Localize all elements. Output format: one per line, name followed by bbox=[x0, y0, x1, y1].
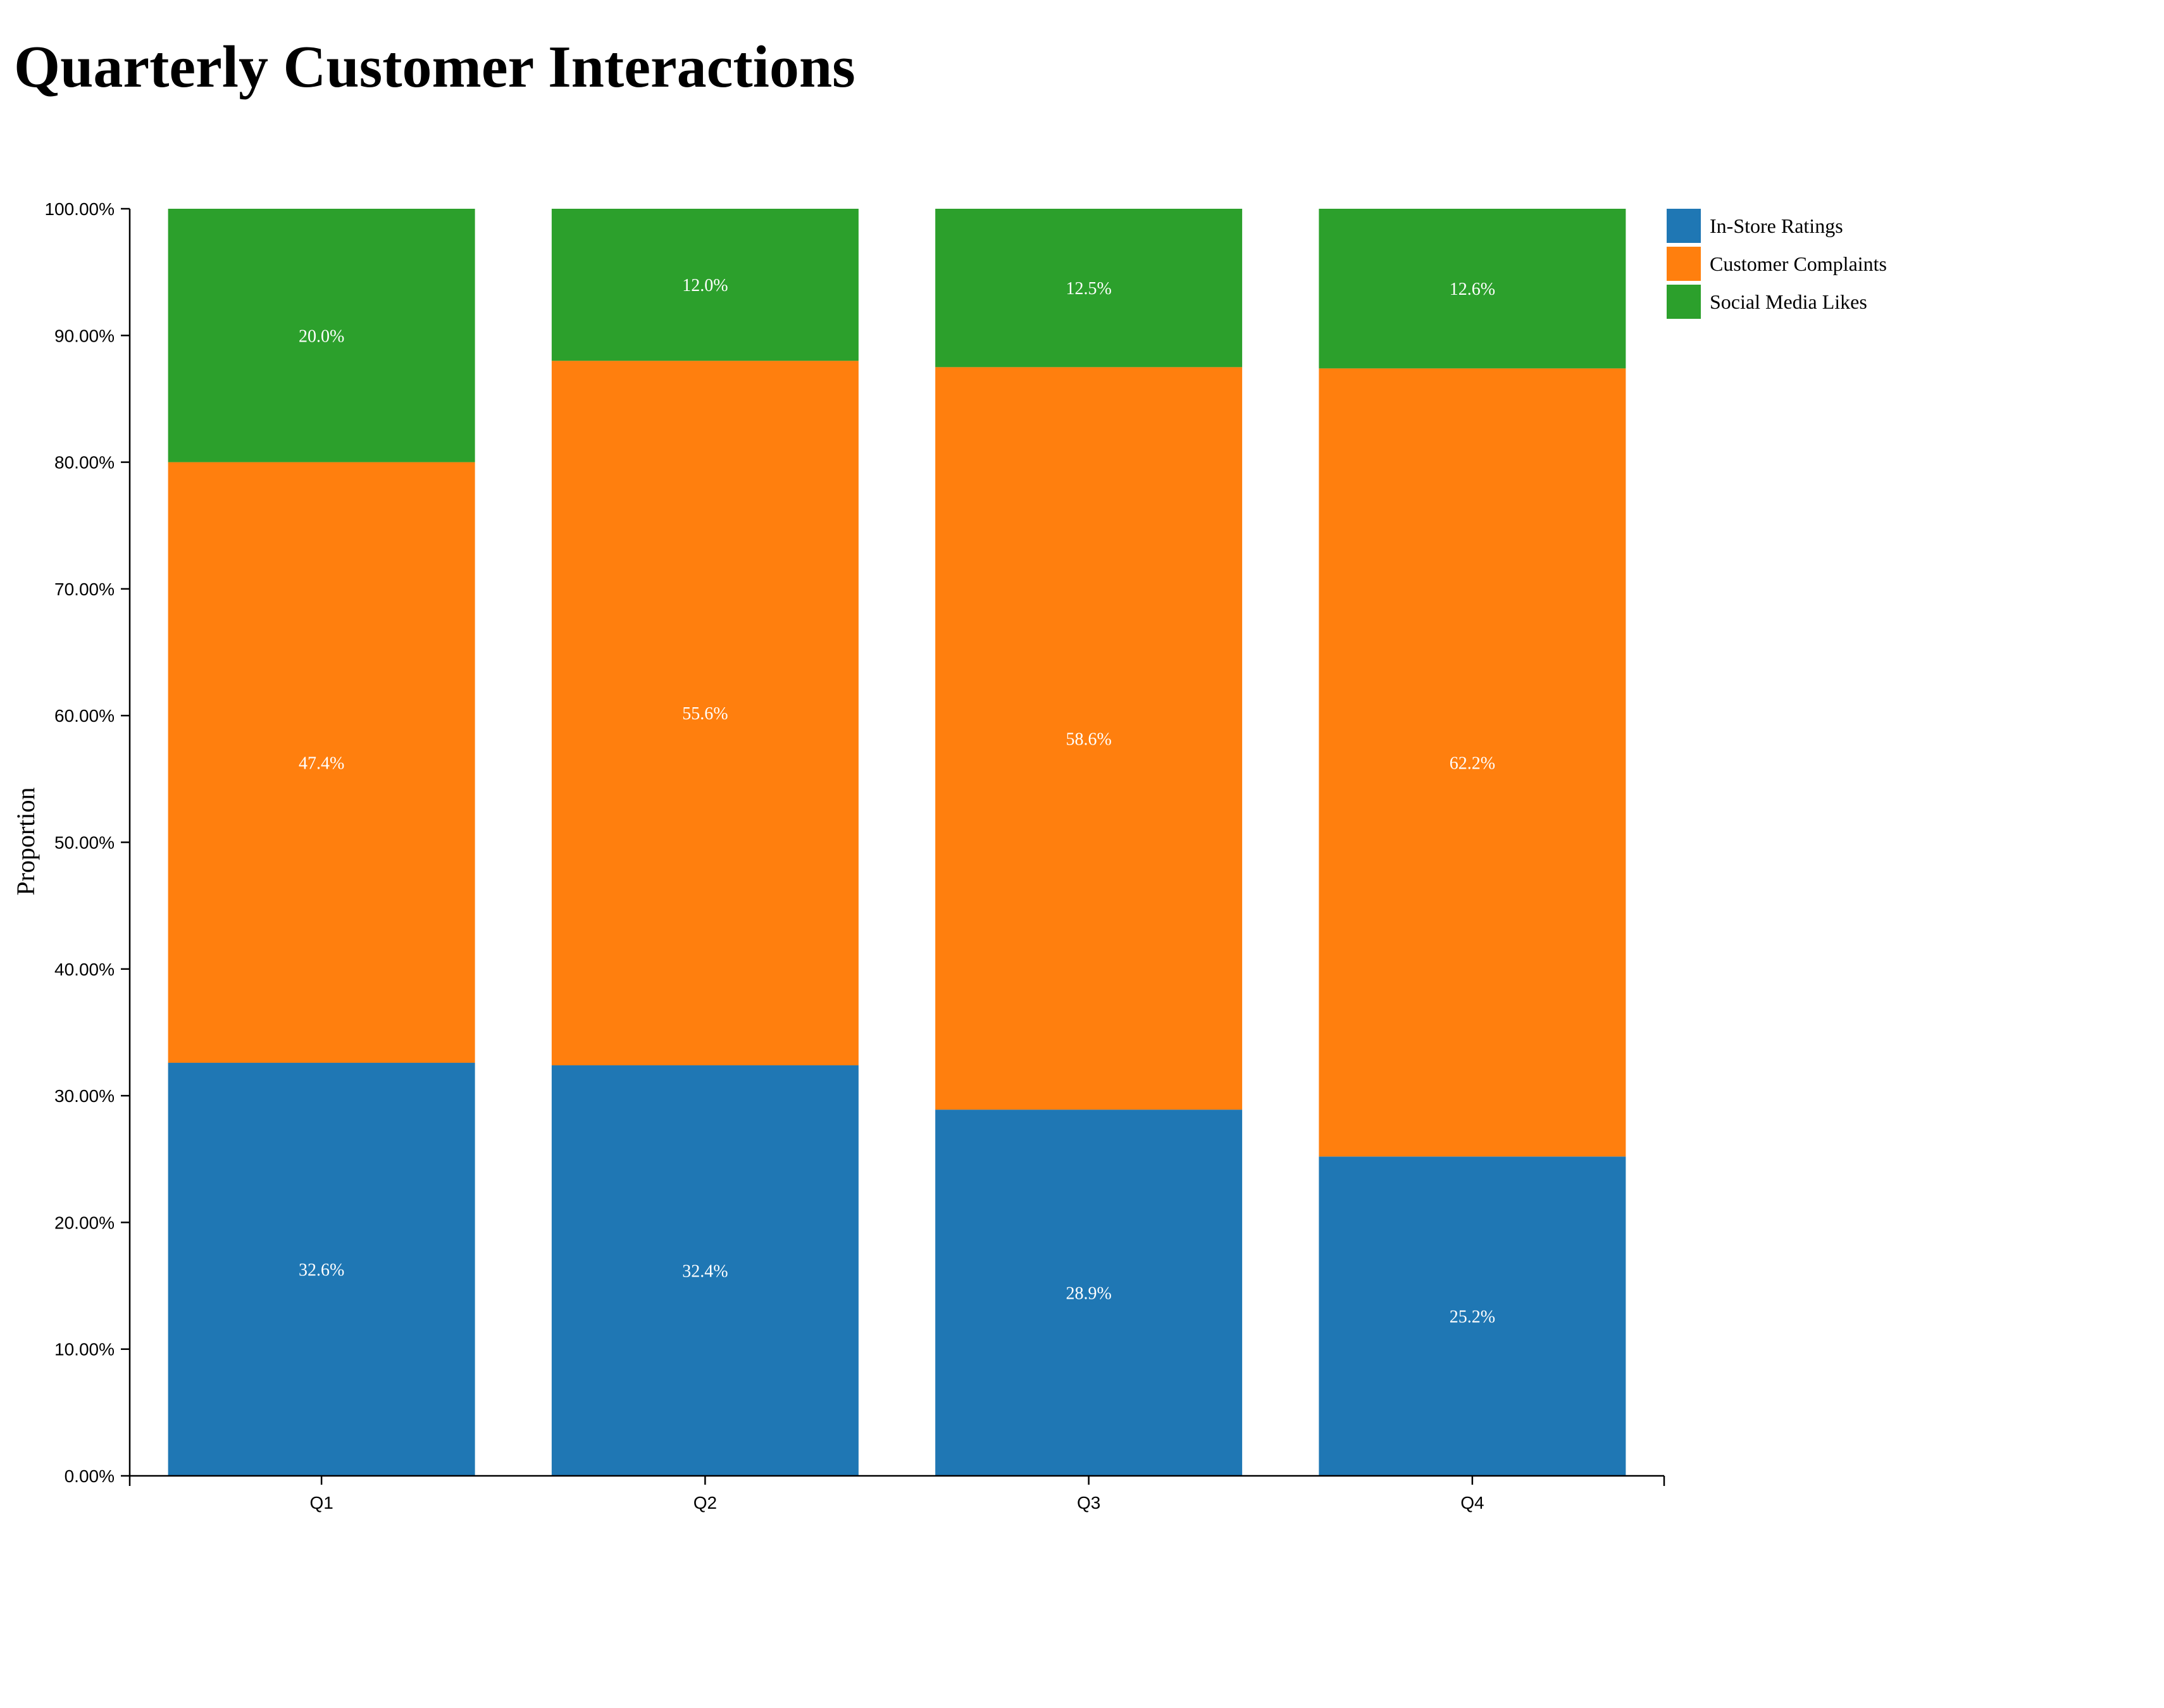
bar-q1-social-media-likes bbox=[168, 209, 475, 462]
y-tick-label: 30.00% bbox=[54, 1086, 115, 1106]
bars-group bbox=[168, 209, 1626, 1476]
bar-q1-in-store-ratings bbox=[168, 1063, 475, 1476]
x-tick-label-q3: Q3 bbox=[1077, 1493, 1100, 1513]
x-tick-label-q2: Q2 bbox=[693, 1493, 717, 1513]
segment-label-q3-in-store-ratings: 28.9% bbox=[1066, 1284, 1111, 1304]
segment-label-q2-social-media-likes: 12.0% bbox=[682, 276, 728, 295]
y-tick-label: 60.00% bbox=[54, 706, 115, 726]
y-tick-label: 20.00% bbox=[54, 1213, 115, 1232]
chart-title: Quarterly Customer Interactions bbox=[14, 34, 855, 100]
bar-q4-social-media-likes bbox=[1319, 209, 1626, 369]
segment-label-q2-customer-complaints: 55.6% bbox=[682, 704, 728, 724]
legend: In-Store Ratings Customer Complaints Socia… bbox=[1667, 209, 1887, 319]
y-axis-title: Proportion bbox=[11, 787, 40, 895]
bar-q3-social-media-likes bbox=[935, 209, 1243, 368]
segment-labels-group: 32.6% 47.4% 20.0% 32.4% 55.6% 12.0% 28.9% 58.6%… bbox=[299, 276, 1495, 1327]
segment-label-q1-in-store-ratings: 32.6% bbox=[299, 1261, 344, 1280]
segment-label-q1-customer-complaints: 47.4% bbox=[299, 753, 344, 773]
segment-label-q3-social-media-likes: 12.5% bbox=[1066, 279, 1111, 299]
bar-q2-customer-complaints bbox=[551, 361, 859, 1066]
x-axis: Q1 Q2 Q3 Q4 bbox=[128, 1475, 1665, 1513]
legend-label-social-media-likes: Social Media Likes bbox=[1710, 290, 1867, 313]
segment-label-q4-customer-complaints: 62.2% bbox=[1450, 753, 1495, 773]
segment-label-q3-customer-complaints: 58.6% bbox=[1066, 729, 1111, 749]
y-tick-label: 90.00% bbox=[54, 326, 115, 345]
y-axis: 0.00% 10.00% 20.00% 30.00% 40.00% 50.00% 60.00… bbox=[44, 199, 131, 1486]
legend-swatch-customer-complaints bbox=[1667, 247, 1701, 281]
legend-label-in-store-ratings: In-Store Ratings bbox=[1710, 214, 1843, 237]
bar-q1-customer-complaints bbox=[168, 462, 475, 1063]
y-tick-label: 100.00% bbox=[44, 199, 115, 219]
bar-q2-in-store-ratings bbox=[551, 1065, 859, 1476]
y-tick-label: 10.00% bbox=[54, 1340, 115, 1359]
bar-q4-customer-complaints bbox=[1319, 368, 1626, 1157]
y-tick-label: 80.00% bbox=[54, 453, 115, 473]
y-tick-label: 70.00% bbox=[54, 579, 115, 599]
y-tick-label: 50.00% bbox=[54, 833, 115, 853]
x-tick-label-q1: Q1 bbox=[309, 1493, 333, 1513]
bar-q3-in-store-ratings bbox=[935, 1110, 1243, 1476]
y-tick-label: 0.00% bbox=[65, 1466, 115, 1486]
segment-label-q1-social-media-likes: 20.0% bbox=[299, 326, 344, 346]
x-tick-label-q4: Q4 bbox=[1460, 1493, 1484, 1513]
bar-q4-in-store-ratings bbox=[1319, 1156, 1626, 1476]
legend-swatch-in-store-ratings bbox=[1667, 209, 1701, 243]
bar-q2-social-media-likes bbox=[551, 209, 859, 361]
legend-label-customer-complaints: Customer Complaints bbox=[1710, 252, 1887, 275]
segment-label-q2-in-store-ratings: 32.4% bbox=[682, 1262, 728, 1282]
segment-label-q4-social-media-likes: 12.6% bbox=[1450, 280, 1495, 299]
y-tick-label: 40.00% bbox=[54, 960, 115, 979]
legend-swatch-social-media-likes bbox=[1667, 285, 1701, 319]
bar-q3-customer-complaints bbox=[935, 367, 1243, 1110]
segment-label-q4-in-store-ratings: 25.2% bbox=[1450, 1308, 1495, 1327]
